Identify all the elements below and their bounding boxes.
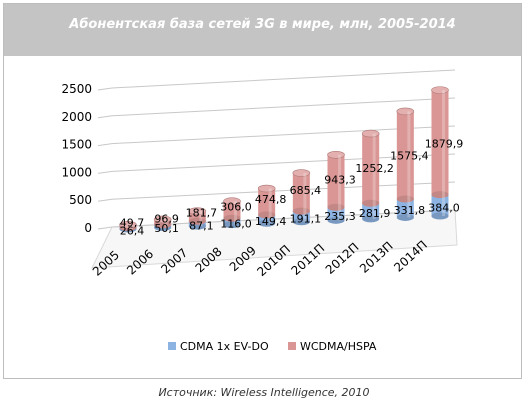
source-note: Источник: Wireless Intelligence, 2010 [158,386,370,399]
bar-wcdma-join [396,195,414,203]
bar-highlight [164,219,168,228]
bar-wcdma-join [154,221,172,229]
bar-wcdma [327,154,345,208]
data-label-wcdma: 1879,9 [425,138,464,151]
bar-highlight [442,90,446,216]
bar-wcdma-top [396,107,415,116]
bar-wcdma [188,211,206,222]
bar-wcdma [362,133,380,204]
bar-cdma-base [223,221,241,229]
bar-cdma-base [188,222,206,230]
bar-cdma-base [431,212,449,220]
bar-wcdma-top [153,215,172,224]
bar-highlight [372,133,376,219]
y-tick-label: 1000 [61,165,92,179]
bar-wcdma-join [327,203,345,211]
bar-cdma [362,203,380,219]
gridline-side [97,226,113,230]
bar-highlight [130,224,134,229]
bar-highlight [338,154,342,221]
bar-cdma [327,207,345,221]
data-label-wcdma: 49,7 [120,216,145,229]
data-label-wcdma: 1252,2 [355,162,394,175]
data-label-cdma: 87,1 [189,220,214,233]
bar-wcdma-join [258,211,276,219]
bar-cdma [292,211,310,222]
bar-cdma-base [258,219,276,227]
data-label-cdma: 26,4 [120,224,145,237]
bar-wcdma-top [292,169,311,177]
bar-wcdma [292,173,310,212]
bar-wcdma-join [223,214,241,222]
bar-cdma-base [327,216,345,224]
chart-title: Абонентская база сетей 3G в мире, млн, 2… [69,17,456,32]
data-label-wcdma: 181,7 [186,207,218,220]
bar-wcdma-top [188,207,207,215]
legend-label-wcdma: WCDMA/HSPA [300,340,377,353]
bar-wcdma-join [362,199,380,207]
data-label-wcdma: 306,0 [220,201,252,214]
data-label-wcdma: 943,3 [324,174,356,187]
gridline [111,97,456,117]
y-tick-label: 2500 [61,82,92,96]
gridline [111,69,456,89]
y-tick-label: 0 [84,221,92,235]
bar-highlight [407,111,411,218]
bar-wcdma [258,188,276,215]
data-label-wcdma: 685,4 [290,184,322,197]
bar-wcdma-top [431,86,449,94]
data-label-cdma: 50,1 [154,222,179,235]
data-label-cdma: 281,9 [359,207,391,220]
bar-highlight [268,188,272,224]
data-label-wcdma: 474,8 [255,193,287,206]
data-label-wcdma: 96,9 [154,212,179,225]
title-band: Абонентская база сетей 3G в мире, млн, 2… [4,4,521,56]
y-tick-label: 2000 [61,110,92,124]
bar-wcdma-top [327,151,345,159]
gridline-side [97,143,113,147]
bar-wcdma-top [223,197,241,206]
bar-cdma-base [362,215,380,223]
bar-wcdma-top [257,184,276,193]
bar-wcdma [223,201,241,219]
data-label-cdma: 235,3 [324,210,356,223]
bar-highlight [303,173,307,222]
gridline-side [97,87,113,91]
gridline-side [97,198,113,202]
bar-highlight [234,201,238,225]
data-label-cdma: 149,4 [255,215,287,228]
bar-cdma-base [292,218,310,226]
data-label-cdma: 191,1 [290,212,322,225]
data-label-cdma: 116,0 [220,217,252,230]
bar-wcdma-top [361,129,380,138]
bar-cdma [431,194,449,216]
data-label-cdma: 384,0 [428,201,460,214]
bar-wcdma-join [292,207,310,215]
data-label-wcdma: 1575,4 [390,150,429,163]
bar-cdma [258,214,276,224]
legend-label-cdma: CDMA 1x EV-DO [180,340,269,353]
bar-wcdma-top [119,220,137,229]
bar-highlight [199,211,203,227]
bar-wcdma-join [188,217,206,225]
bar-cdma-base [396,213,414,221]
data-label-cdma: 331,8 [394,204,426,217]
gridline-side [97,170,113,174]
y-tick-label: 500 [69,193,92,207]
bar-wcdma-join [431,191,449,199]
legend-swatch-cdma [168,342,176,350]
y-tick-label: 1500 [61,138,92,152]
legend-swatch-wcdma [288,342,296,350]
bar-cdma [396,198,414,218]
gridline-side [97,115,113,119]
bar-wcdma [431,90,449,195]
bar-wcdma [396,111,414,199]
